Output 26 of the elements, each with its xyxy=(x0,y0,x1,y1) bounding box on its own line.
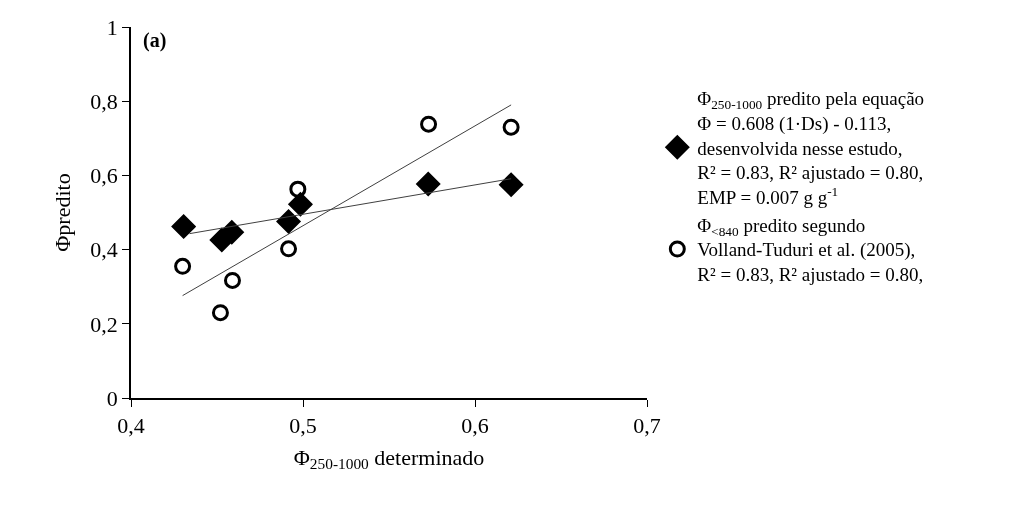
point xyxy=(289,180,307,198)
x-axis-title: Φ$_{250-1000}$ determinado xyxy=(293,444,485,473)
y-axis-title: Φpredito xyxy=(49,173,75,252)
annotation: (a) xyxy=(143,29,167,52)
point xyxy=(280,240,298,258)
point xyxy=(276,209,301,234)
point xyxy=(174,257,192,275)
point xyxy=(499,172,524,197)
point xyxy=(420,115,438,133)
y-tick-label: 0,2 xyxy=(90,311,118,337)
point xyxy=(502,118,520,136)
x-tick-label: 0,6 xyxy=(461,413,489,439)
legend-label: Φ$_{<840}$ predito segundo Volland-Tuduri et al. (2005), R² = 0.83, R² ajustado = 0.80, xyxy=(697,214,924,286)
x-tick-label: 0,5 xyxy=(289,413,317,439)
legend-label: Φ$_{250-1000}$ predito pela equação Φ = 0.608 (1·Ds) - 0.113, desenvolvida nesse estudo, R² = 0.83, R² ajustado = 0.80, EMP = 0.007 g g$^{-1}$ xyxy=(697,88,925,208)
y-tick-label: 0,8 xyxy=(90,88,118,114)
point xyxy=(223,271,241,289)
y-tick-label: 0 xyxy=(106,385,118,411)
point xyxy=(288,192,313,217)
point xyxy=(416,172,441,196)
point xyxy=(171,214,196,239)
y-tick-label: 0,4 xyxy=(90,237,118,263)
point xyxy=(211,304,229,322)
y-tick-label: 0,6 xyxy=(90,163,118,189)
y-tick-label: 1 xyxy=(106,14,118,40)
x-tick-label: 0,7 xyxy=(633,413,661,439)
